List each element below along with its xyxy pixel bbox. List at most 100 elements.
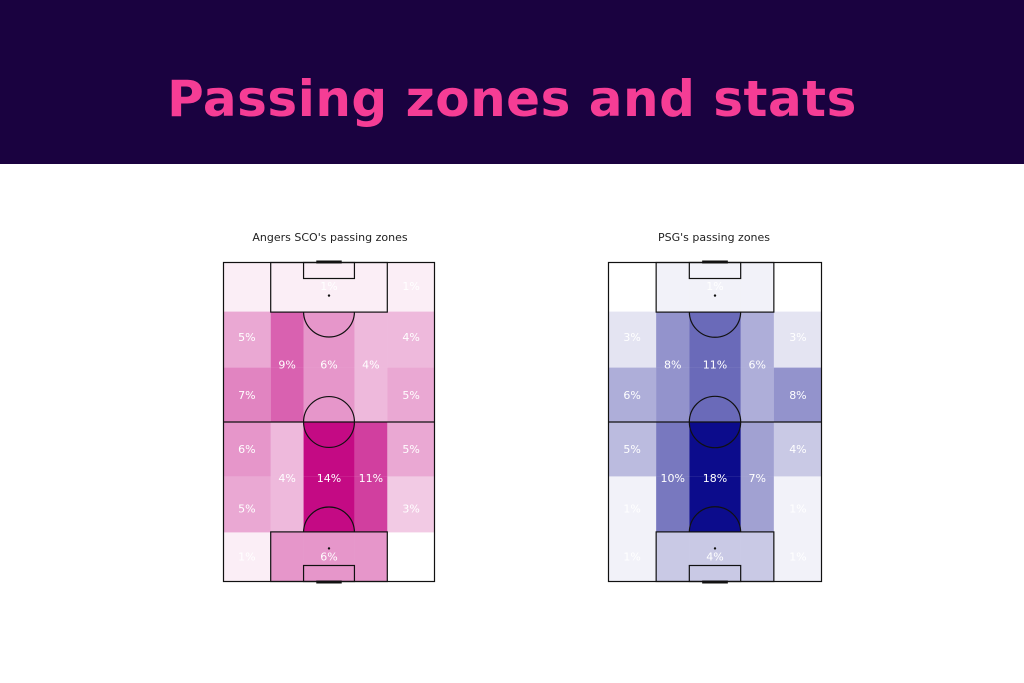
zone-cell <box>773 311 822 368</box>
psg-chart-title: PSG's passing zones <box>657 231 771 244</box>
zone-label: 6% <box>320 550 337 563</box>
zone-cell <box>303 532 355 582</box>
page-title: Passing zones and stats <box>167 70 857 128</box>
zone-cell <box>689 262 741 312</box>
centre-circle <box>688 395 742 449</box>
zone-label: 1% <box>402 280 419 293</box>
zone-label: 10% <box>661 472 685 485</box>
zone-cell <box>303 422 355 477</box>
zone-cell <box>689 422 741 477</box>
top-goal <box>316 260 342 264</box>
zone-cell <box>270 476 304 533</box>
zone-cell <box>354 532 388 582</box>
zone-label: 6% <box>749 358 766 371</box>
zone-label: 5% <box>238 502 255 515</box>
zone-cell <box>773 476 822 533</box>
bottom-penalty-arc <box>688 506 742 533</box>
zone-cell <box>303 367 355 422</box>
zone-label: 4% <box>402 331 419 344</box>
page-header: Passing zones and stats <box>0 0 1024 164</box>
zone-cell <box>689 367 741 422</box>
zone-label: 5% <box>402 389 419 402</box>
bottom-penalty-arc <box>302 506 356 533</box>
zone-cell <box>740 422 774 477</box>
zone-label: 14% <box>317 472 341 485</box>
zone-cell <box>689 311 741 368</box>
zone-cell <box>270 532 304 582</box>
zone-label: 7% <box>238 389 255 402</box>
zone-cell <box>773 422 822 477</box>
zone-label: 3% <box>789 331 806 344</box>
zone-cell <box>740 311 774 368</box>
zone-label: 1% <box>320 280 337 293</box>
zone-cell <box>223 262 271 312</box>
zone-cell <box>303 262 355 312</box>
zone-label: 5% <box>238 331 255 344</box>
zone-cell <box>270 422 304 477</box>
zone-cell <box>740 476 774 533</box>
zone-label: 1% <box>789 280 806 293</box>
zone-label: 4% <box>278 472 295 485</box>
zone-label: 6% <box>238 443 255 456</box>
zone-cell <box>656 422 690 477</box>
zone-cell <box>656 262 690 312</box>
zone-cell <box>270 367 304 422</box>
psg-passing-zones-chart: 1% 1% 1% 3% 3% 8% 11% 6% 6% 8% 5% 4% 10% 18% 7% 1% 1% 1% 4… <box>607 260 823 584</box>
angers-passing-zones-chart: 1% 1% 5% 4% 9% 6% 4% 7% 5% 6% 5% 4% 14% 11% 5% 3% 1% 6% 0% <box>222 260 436 584</box>
top-penalty-spot <box>327 294 331 297</box>
zone-cell <box>387 367 435 422</box>
zone-label: 8% <box>789 389 806 402</box>
zone-label: 11% <box>703 358 727 371</box>
top-penalty-spot <box>713 294 717 297</box>
zone-cell <box>354 476 388 533</box>
bottom-penalty-spot <box>327 547 331 550</box>
zone-label: 3% <box>402 502 419 515</box>
zone-cell <box>656 532 690 582</box>
bottom-goal <box>316 580 342 584</box>
zone-label: 4% <box>362 358 379 371</box>
zone-cell <box>608 532 657 582</box>
bottom-penalty-spot <box>713 547 717 550</box>
zone-cell <box>608 367 657 422</box>
zone-cell <box>740 532 774 582</box>
zone-cell <box>270 262 304 312</box>
zone-cell <box>773 367 822 422</box>
zone-cell <box>656 476 690 533</box>
zone-cell <box>354 367 388 422</box>
zone-cell <box>608 311 657 368</box>
zone-label: 6% <box>320 358 337 371</box>
zone-cell <box>223 422 271 477</box>
zone-cell <box>656 311 690 368</box>
zone-label: 0% <box>402 550 419 563</box>
zone-cell <box>387 262 435 312</box>
zone-label: 3% <box>623 331 640 344</box>
zone-label: 11% <box>359 472 383 485</box>
zone-label: 6% <box>623 389 640 402</box>
centre-circle <box>302 395 356 449</box>
zone-label: 5% <box>623 443 640 456</box>
zone-label: 1% <box>623 502 640 515</box>
zone-label: 1% <box>789 502 806 515</box>
zone-cell <box>223 367 271 422</box>
top-penalty-arc <box>688 311 742 338</box>
zone-cell <box>387 311 435 368</box>
zone-cell <box>387 476 435 533</box>
top-penalty-arc <box>302 311 356 338</box>
zone-label: 5% <box>402 443 419 456</box>
angers-chart-title: Angers SCO's passing zones <box>252 231 408 244</box>
zone-cell <box>354 311 388 368</box>
zone-cell <box>354 422 388 477</box>
zone-label: 1% <box>706 280 723 293</box>
zone-cell <box>689 476 741 533</box>
zone-cell <box>773 532 822 582</box>
zone-cell <box>656 367 690 422</box>
zone-cell <box>270 311 304 368</box>
zone-label: 4% <box>706 550 723 563</box>
zone-label: 1% <box>789 550 806 563</box>
zone-cell <box>303 476 355 533</box>
zone-cell <box>223 311 271 368</box>
zone-cell <box>303 311 355 368</box>
zone-cell <box>740 367 774 422</box>
zone-cell <box>608 422 657 477</box>
zone-label: 4% <box>789 443 806 456</box>
